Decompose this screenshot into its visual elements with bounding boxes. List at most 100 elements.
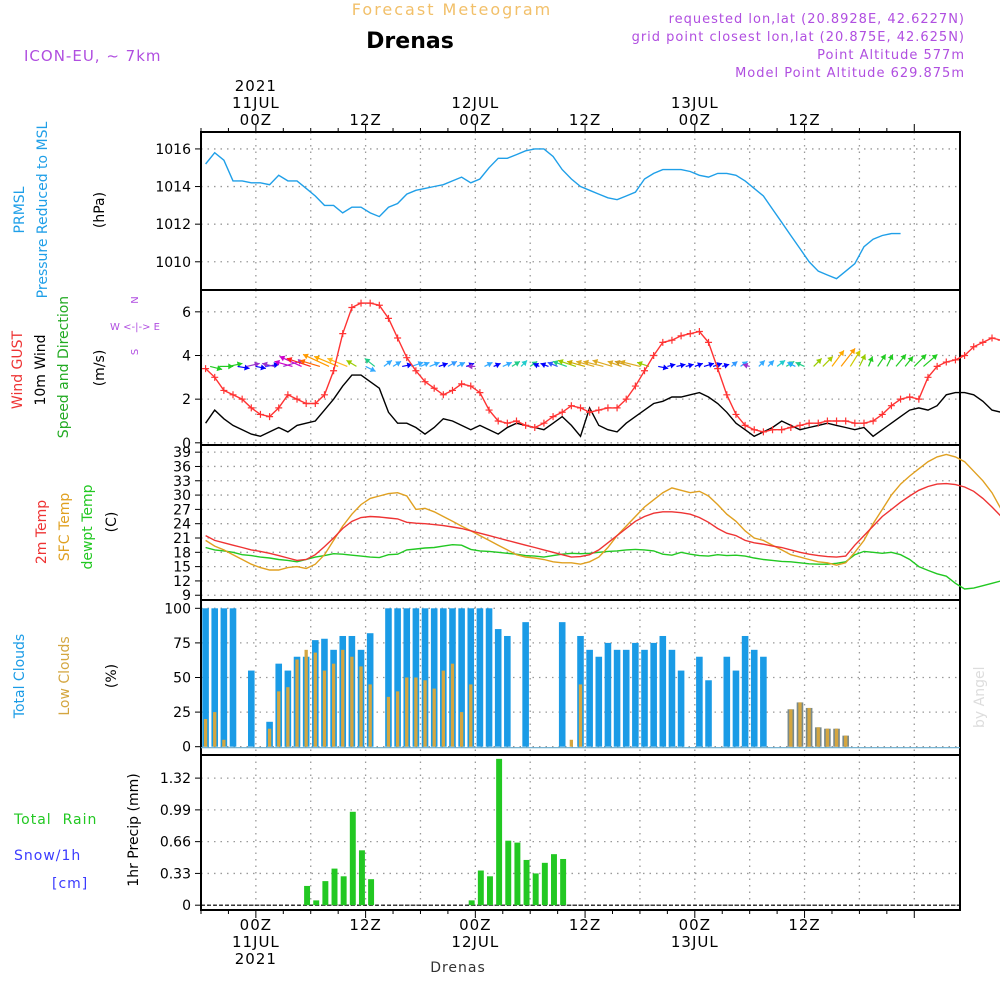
- gust-marker: [384, 314, 392, 322]
- gust-marker: [759, 428, 767, 436]
- y-tick-label: 2: [182, 392, 191, 408]
- time-label-bottom: 13JUL: [671, 933, 719, 951]
- gust-marker: [577, 404, 584, 412]
- gust-marker: [595, 406, 603, 414]
- gust-marker: [247, 404, 255, 412]
- time-label-top: 11JUL: [232, 94, 280, 112]
- gust-marker: [997, 339, 1000, 341]
- direction-label: Speed and Direction: [56, 296, 72, 438]
- rain-bar: [304, 885, 311, 906]
- wind-arrow-head: [662, 364, 669, 371]
- requested-lonlat: requested lon,lat (20.8928E, 42.6227N): [669, 12, 965, 27]
- wind-arrow-head: [467, 363, 473, 370]
- total-cloud-bar: [732, 670, 740, 747]
- gust-marker: [942, 358, 950, 366]
- low-cloud-bar: [267, 728, 272, 747]
- low-cloud-bar: [816, 727, 820, 747]
- total-cloud-bar: [650, 642, 657, 747]
- gust-marker: [476, 389, 484, 397]
- wind-arrow-head: [521, 360, 528, 367]
- wind-arrow-head: [364, 358, 371, 364]
- wind-arrow-head: [614, 360, 621, 366]
- gust-marker: [668, 336, 676, 344]
- wind-arrow-head: [433, 361, 440, 368]
- gust-marker: [979, 338, 987, 346]
- gust-marker: [339, 330, 347, 338]
- rain-bar: [368, 879, 375, 906]
- gust-marker: [311, 400, 319, 408]
- gust-marker: [750, 426, 758, 434]
- wind-arrow-head: [547, 361, 554, 368]
- total-cloud-bar: [558, 622, 566, 747]
- y-tick-label: 0.33: [160, 866, 191, 882]
- low-cloud-bar: [359, 666, 363, 747]
- rain-bar: [505, 840, 512, 906]
- wind-arrow-head: [816, 358, 822, 365]
- wind-arrow-head: [406, 362, 413, 369]
- wind-arrow-head: [459, 361, 466, 368]
- total-cloud-bar: [723, 656, 731, 747]
- y-tick-label: 18: [173, 545, 191, 561]
- gust-marker: [897, 395, 905, 403]
- time-label-top: 12Z: [349, 111, 381, 129]
- low-cloud-bar: [469, 684, 473, 747]
- gust-marker: [320, 391, 328, 399]
- wind-arrow-head: [576, 359, 582, 366]
- compass-s: S: [130, 349, 141, 355]
- wind-arrow-head: [386, 360, 392, 366]
- y-tick-label: 0.99: [160, 803, 191, 819]
- total-clouds-label: Total Clouds: [12, 634, 28, 719]
- low-cloud-bar: [807, 707, 811, 747]
- gust-marker: [202, 365, 210, 373]
- gust-marker: [512, 417, 520, 425]
- gust-marker: [284, 391, 292, 399]
- gust-marker: [220, 386, 228, 394]
- gust-marker: [348, 303, 356, 311]
- wind-arrow-head: [708, 361, 714, 368]
- wind-arrow-head: [688, 362, 694, 369]
- total-cloud-bar: [705, 680, 712, 747]
- location-title: Drenas: [366, 29, 454, 54]
- wind-arrow-head: [867, 356, 874, 363]
- wind-arrow-head: [260, 364, 266, 371]
- y-tick-label: 9: [182, 588, 191, 604]
- model-altitude: Model Point Altitude 629.875m: [735, 66, 965, 81]
- wind-arrow-head: [494, 362, 501, 369]
- gust-marker: [375, 301, 383, 309]
- gust-marker: [503, 419, 511, 427]
- panel-0: 1010 1012 1014 1016: [155, 131, 961, 291]
- total-cloud-bar: [622, 649, 630, 747]
- wind-arrow-head: [592, 358, 599, 365]
- gust-marker: [814, 419, 822, 427]
- y-tick-label: 39: [173, 445, 191, 461]
- wind-arrow-head: [533, 362, 540, 369]
- wind-arrow-head: [299, 358, 306, 365]
- gust-marker: [833, 417, 841, 425]
- wind-arrow-head: [262, 361, 268, 368]
- wind-arrow-head: [369, 366, 376, 372]
- gust-marker: [805, 419, 813, 427]
- wind-arrow-head: [279, 355, 286, 362]
- gust-marker: [842, 417, 850, 425]
- time-label-top: 00Z: [459, 111, 491, 129]
- time-label-top: 2021: [235, 77, 277, 95]
- low-cloud-bar: [203, 719, 208, 747]
- y-tick-label: 4: [182, 348, 191, 364]
- gust-marker: [549, 413, 557, 421]
- rain-bar: [560, 858, 567, 906]
- panel-4: 0 0.33 0.66 0.99 1.32: [160, 754, 961, 914]
- total-cloud-bar: [677, 670, 685, 747]
- wind-arrow-head: [827, 356, 833, 363]
- gust-marker: [439, 391, 447, 399]
- gust-label: Wind GUST: [10, 330, 26, 409]
- wind-arrow-head: [395, 361, 402, 367]
- y-tick-label: 24: [173, 517, 191, 533]
- y-tick-label: 0.66: [160, 835, 191, 851]
- low-cloud-bar: [350, 656, 354, 747]
- compass-we: W <-|-> E: [110, 322, 160, 333]
- gust-line: [205, 302, 1000, 433]
- gust-marker: [823, 417, 831, 425]
- gust-marker: [650, 351, 658, 359]
- gust-marker: [970, 343, 978, 351]
- gust-marker: [330, 367, 338, 375]
